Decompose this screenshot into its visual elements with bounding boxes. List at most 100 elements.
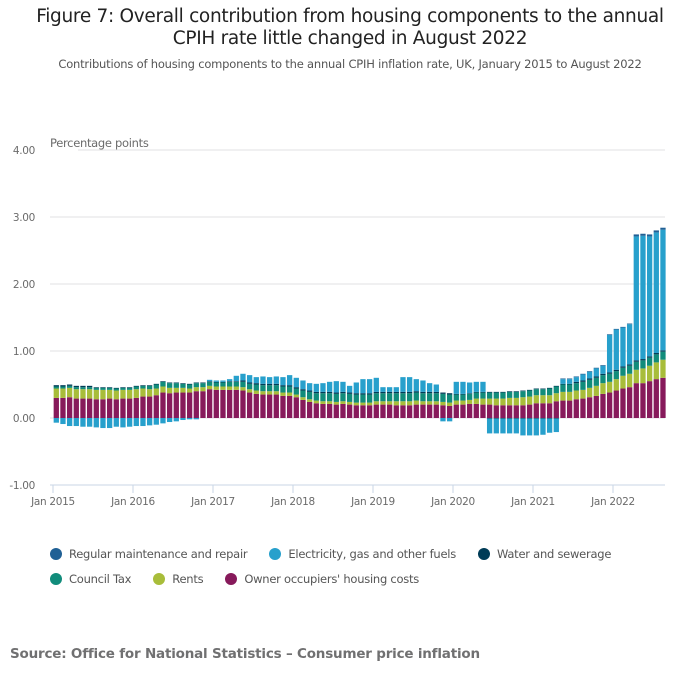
bar-segment (406, 401, 413, 406)
bar-segment (166, 383, 173, 388)
bar-segment (140, 385, 146, 386)
bar-segment (260, 385, 266, 392)
bar-segment (593, 385, 599, 396)
bar-segment (540, 388, 546, 390)
bar-segment (553, 401, 559, 418)
bar-segment-negative (106, 418, 113, 429)
bar-segment (586, 378, 593, 380)
bar-segment (613, 371, 619, 380)
legend-item-regular-maintenance[interactable]: Regular maintenance and repair (50, 547, 248, 561)
bar-segment (640, 368, 646, 384)
legend-item-council-tax[interactable]: Council Tax (50, 572, 132, 586)
bar-segment (606, 373, 613, 382)
bar-segment (233, 381, 239, 382)
bar-segment (220, 381, 226, 383)
bar-segment (113, 390, 119, 400)
bar-segment (200, 382, 206, 384)
bar-segment-negative (126, 418, 133, 427)
legend-item-rents[interactable]: Rents (153, 572, 204, 586)
bar-segment (133, 385, 139, 387)
bar-segment (146, 389, 153, 397)
legend-item-electricity-gas-fuels[interactable]: Electricity, gas and other fuels (269, 547, 456, 561)
bar-segment (186, 383, 193, 385)
bar-segment (600, 393, 606, 418)
bars (53, 227, 666, 436)
bar-segment (246, 392, 253, 418)
bar-segment-negative (486, 418, 493, 434)
bar-segment (560, 383, 566, 385)
bar-segment (353, 402, 359, 406)
bar-segment-negative (526, 418, 533, 419)
bar-segment (466, 393, 473, 400)
bar-segment (246, 382, 253, 384)
bar-segment (600, 373, 606, 376)
bar-segment (613, 329, 619, 370)
bar-segment (246, 375, 253, 383)
bar-segment (126, 387, 133, 390)
bar-segment (126, 398, 133, 418)
bar-segment (220, 389, 226, 418)
bar-segment (560, 391, 566, 401)
bar-segment (500, 398, 506, 406)
bar-segment (353, 382, 359, 394)
bar-segment (660, 359, 666, 378)
bar-segment (346, 401, 353, 405)
bar-segment (386, 404, 393, 418)
bar-segment (333, 381, 339, 393)
bar-segment (373, 377, 379, 392)
bar-segment-negative (546, 418, 553, 433)
bar-segment-negative (493, 418, 499, 419)
bar-segment (506, 405, 513, 418)
bar-segment (53, 397, 59, 418)
chart-subtitle: Contributions of housing components to t… (58, 57, 642, 71)
bar-segment (486, 391, 493, 393)
bar-segment (633, 383, 639, 418)
bar-segment (373, 401, 379, 405)
bar-segment (573, 381, 579, 384)
bar-segment (646, 356, 653, 358)
chart-title-line-1: Figure 7: Overall contribution from hous… (36, 6, 664, 27)
bar-segment (226, 381, 233, 382)
bar-segment (313, 393, 319, 401)
bar-segment (213, 381, 219, 383)
bar-segment-negative (86, 418, 93, 427)
bar-segment (406, 405, 413, 418)
bar-segment (546, 395, 553, 404)
bar-segment (500, 391, 506, 393)
bar-segment (486, 398, 493, 405)
bar-segment (60, 385, 66, 387)
bar-segment (240, 381, 246, 388)
bar-segment (520, 405, 526, 418)
bar-segment (100, 387, 106, 390)
bar-segment (606, 392, 613, 418)
bar-segment (540, 389, 546, 396)
legend-item-owner-occupiers[interactable]: Owner occupiers' housing costs (225, 572, 419, 586)
bar-segment (393, 405, 399, 418)
bar-segment (466, 382, 473, 394)
bar-segment (326, 393, 333, 402)
y-axis-unit-label: Percentage points (50, 136, 149, 150)
y-tick-label: 0.00 (13, 413, 35, 425)
y-tick-label: 4.00 (13, 145, 35, 157)
bar-segment (320, 383, 326, 392)
bar-segment (493, 392, 499, 399)
bar-segment (640, 359, 646, 361)
legend-item-water-sewerage[interactable]: Water and sewerage (478, 547, 611, 561)
bar-segment-negative (540, 418, 546, 419)
bar-segment (506, 391, 513, 392)
bar-segment (453, 394, 459, 401)
bar-segment (266, 383, 273, 386)
bar-segment (380, 393, 386, 402)
bar-segment (406, 377, 413, 392)
bar-segment (206, 381, 213, 382)
bar-segment (580, 373, 586, 375)
bar-segment (193, 387, 199, 392)
chart-title-line-2: CPIH rate little changed in August 2022 (172, 28, 528, 49)
bar-segment (426, 383, 433, 392)
bar-segment (106, 387, 113, 390)
bar-segment (253, 390, 259, 394)
bar-segment-negative (53, 418, 59, 423)
bar-segment (273, 376, 279, 384)
bar-segment (580, 380, 586, 382)
bar-segment (280, 385, 286, 387)
